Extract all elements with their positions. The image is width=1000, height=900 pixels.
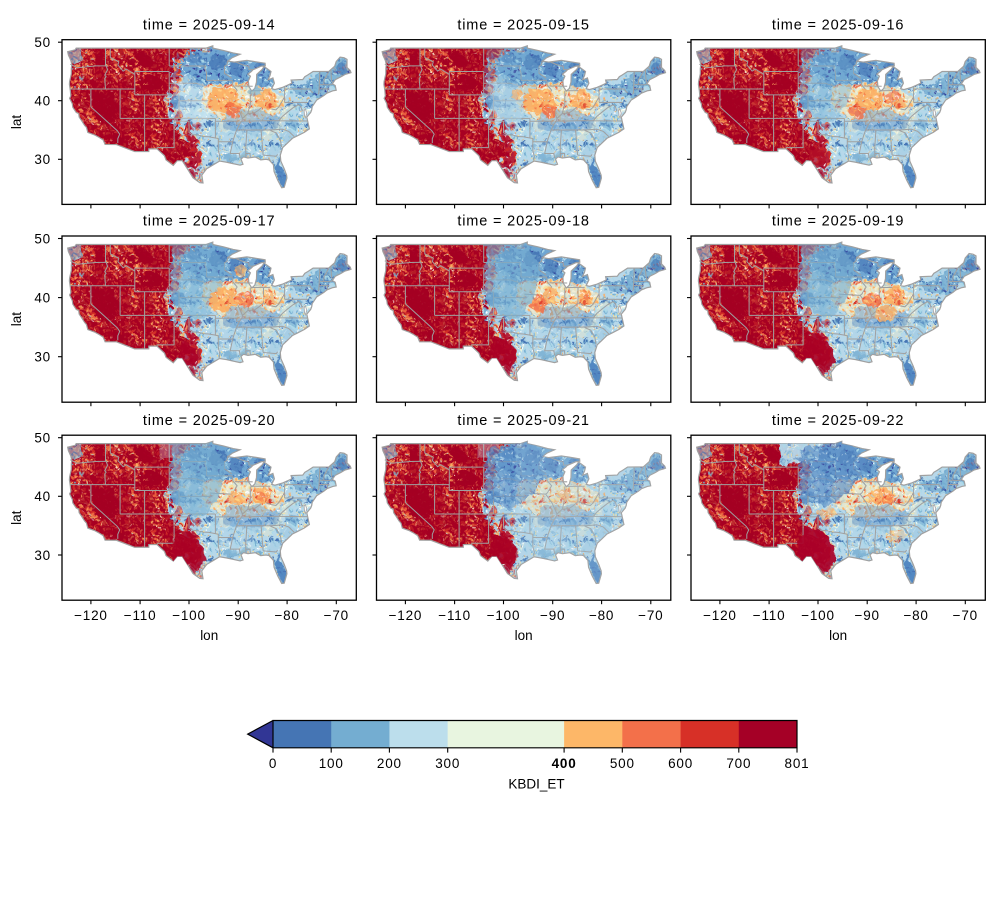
svg-text:−120: −120	[703, 608, 737, 623]
svg-text:40: 40	[34, 489, 51, 504]
svg-text:30: 30	[34, 350, 51, 365]
svg-text:−100: −100	[487, 608, 521, 623]
svg-text:time = 2025-09-14: time = 2025-09-14	[143, 17, 276, 33]
svg-text:−70: −70	[638, 608, 663, 623]
svg-text:time = 2025-09-20: time = 2025-09-20	[143, 413, 276, 429]
svg-text:−90: −90	[855, 608, 880, 623]
svg-text:50: 50	[34, 431, 51, 446]
svg-text:−120: −120	[74, 608, 108, 623]
svg-text:time = 2025-09-18: time = 2025-09-18	[457, 214, 590, 230]
svg-text:time = 2025-09-16: time = 2025-09-16	[772, 17, 905, 33]
svg-text:lat: lat	[9, 510, 24, 525]
svg-text:−70: −70	[324, 608, 349, 623]
svg-text:400: 400	[552, 756, 577, 771]
svg-text:500: 500	[610, 756, 635, 771]
svg-text:−80: −80	[589, 608, 614, 623]
svg-text:40: 40	[34, 94, 51, 109]
svg-text:KBDI_ET: KBDI_ET	[508, 777, 564, 792]
svg-text:−70: −70	[953, 608, 978, 623]
svg-text:801: 801	[785, 756, 810, 771]
svg-text:200: 200	[377, 756, 402, 771]
svg-text:lat: lat	[9, 312, 24, 327]
svg-text:time = 2025-09-19: time = 2025-09-19	[772, 214, 905, 230]
svg-text:40: 40	[34, 291, 51, 306]
svg-text:30: 30	[34, 548, 51, 563]
svg-text:700: 700	[726, 756, 751, 771]
svg-text:−110: −110	[753, 608, 786, 623]
svg-text:−80: −80	[903, 608, 928, 623]
svg-text:lon: lon	[829, 628, 847, 643]
svg-text:lon: lon	[515, 628, 533, 643]
svg-text:−80: −80	[274, 608, 299, 623]
svg-text:time = 2025-09-21: time = 2025-09-21	[457, 413, 590, 429]
svg-text:−120: −120	[389, 608, 423, 623]
svg-text:300: 300	[435, 756, 460, 771]
svg-text:time = 2025-09-22: time = 2025-09-22	[772, 413, 905, 429]
svg-text:600: 600	[668, 756, 693, 771]
svg-text:−100: −100	[172, 608, 206, 623]
svg-text:50: 50	[34, 231, 51, 246]
svg-text:0: 0	[269, 756, 277, 771]
svg-text:time = 2025-09-17: time = 2025-09-17	[143, 214, 276, 230]
svg-text:−110: −110	[124, 608, 157, 623]
svg-text:lon: lon	[200, 628, 218, 643]
svg-text:30: 30	[34, 152, 51, 167]
svg-text:−90: −90	[540, 608, 565, 623]
svg-text:−110: −110	[438, 608, 471, 623]
svg-text:100: 100	[319, 756, 344, 771]
svg-text:50: 50	[34, 35, 51, 50]
svg-text:−90: −90	[226, 608, 251, 623]
svg-text:time = 2025-09-15: time = 2025-09-15	[457, 17, 590, 33]
svg-text:−100: −100	[801, 608, 835, 623]
svg-text:lat: lat	[9, 115, 24, 130]
